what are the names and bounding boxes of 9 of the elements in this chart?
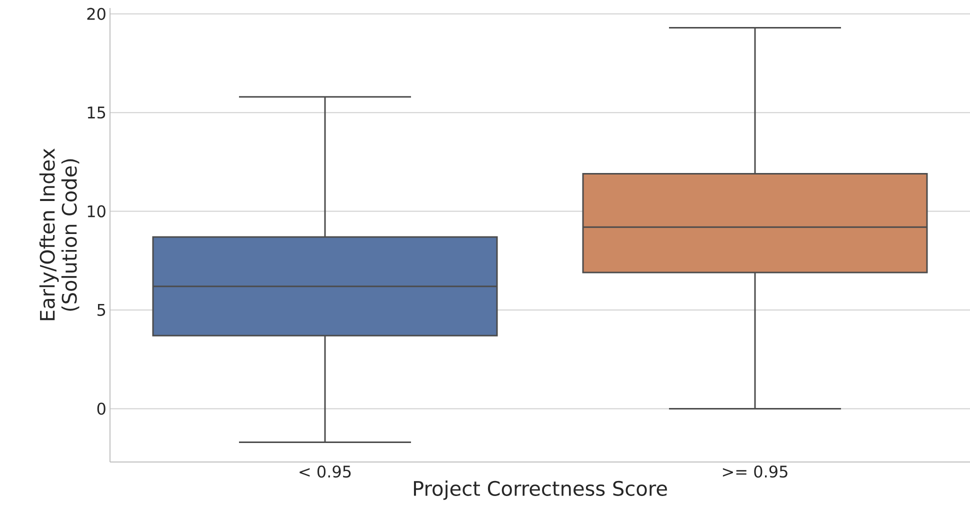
- y-tick-label: 20: [87, 8, 106, 20]
- x-tick-label: >= 0.95: [722, 466, 788, 478]
- y-tick-label: 0: [97, 402, 106, 415]
- x-axis-title: Project Correctness Score: [414, 480, 667, 500]
- y-tick-label: 15: [88, 106, 106, 119]
- y-axis-title: Early/Often Index (Solution Code): [39, 148, 80, 320]
- y-tick-label: 5: [98, 304, 106, 316]
- y-tick-label: 10: [88, 205, 106, 218]
- x-tick-label: < 0.95: [300, 466, 351, 478]
